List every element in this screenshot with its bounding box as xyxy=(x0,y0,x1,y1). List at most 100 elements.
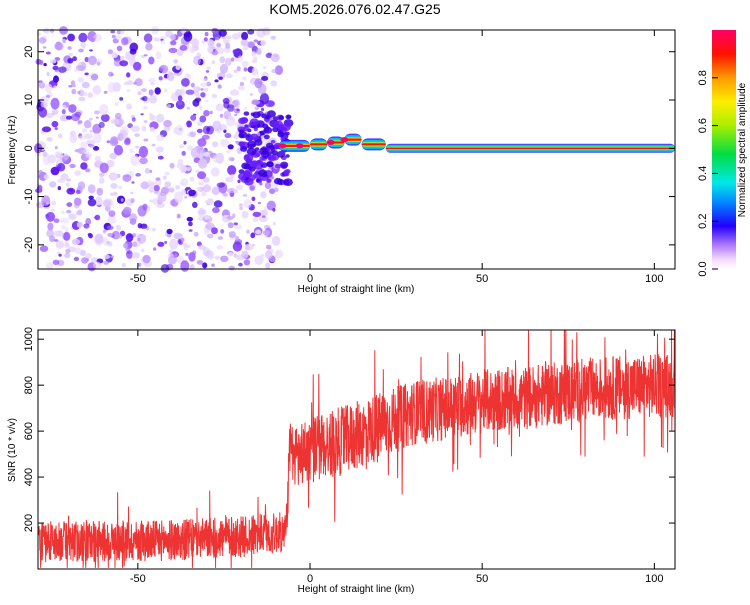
noise-blob xyxy=(122,174,132,182)
noise-blob xyxy=(218,76,223,80)
noise-blob xyxy=(232,49,238,54)
noise-blob xyxy=(193,86,201,92)
noise-blob xyxy=(57,259,65,267)
noise-blob xyxy=(82,91,88,96)
noise-blob xyxy=(135,173,141,177)
noise-blob xyxy=(45,202,49,205)
noise-blob xyxy=(42,151,48,158)
noise-blob xyxy=(92,85,102,95)
signal-peak xyxy=(326,140,335,145)
noise-blob xyxy=(49,181,57,188)
spectrogram-x-label: Height of straight line (km) xyxy=(298,284,415,295)
noise-blob xyxy=(220,138,229,148)
noise-blob xyxy=(38,37,47,44)
noise-blob xyxy=(164,181,172,188)
spectrogram-noise xyxy=(34,26,294,273)
noise-blob xyxy=(44,83,53,93)
noise-blob xyxy=(226,187,236,194)
noise-blob xyxy=(259,182,263,186)
noise-blob xyxy=(140,181,150,190)
noise-blob xyxy=(202,125,210,135)
noise-blob xyxy=(148,56,155,65)
noise-blob xyxy=(65,248,71,254)
noise-blob xyxy=(212,155,221,163)
noise-blob xyxy=(138,146,149,158)
noise-blob xyxy=(241,60,249,68)
noise-blob xyxy=(262,123,269,129)
noise-blob xyxy=(88,117,93,121)
noise-blob xyxy=(249,185,255,191)
noise-blob xyxy=(236,184,244,191)
colorbar-tick-label: 0.2 xyxy=(697,214,709,229)
noise-blob xyxy=(259,215,268,223)
noise-blob xyxy=(241,162,250,170)
noise-blob xyxy=(77,90,81,95)
noise-blob xyxy=(96,61,101,66)
noise-blob xyxy=(66,209,72,214)
noise-blob xyxy=(161,186,170,195)
noise-blob xyxy=(95,116,99,119)
noise-blob xyxy=(168,187,175,193)
noise-blob xyxy=(141,88,147,93)
signal-peak xyxy=(278,143,287,149)
noise-blob xyxy=(62,104,66,110)
noise-blob xyxy=(134,78,143,87)
noise-blob xyxy=(209,110,213,115)
noise-blob xyxy=(225,42,231,49)
noise-blob xyxy=(255,159,264,166)
noise-blob xyxy=(88,55,97,66)
noise-blob xyxy=(188,221,193,227)
noise-blob xyxy=(194,97,202,103)
noise-blob xyxy=(158,192,167,203)
noise-blob xyxy=(266,142,274,149)
noise-blob xyxy=(155,51,162,60)
noise-blob xyxy=(189,176,195,182)
noise-blob xyxy=(158,66,166,72)
noise-blob xyxy=(232,241,243,252)
noise-blob xyxy=(72,56,77,62)
noise-blob xyxy=(119,60,129,67)
noise-blob xyxy=(176,213,181,219)
noise-blob xyxy=(80,162,88,170)
noise-blob xyxy=(206,81,212,87)
noise-blob xyxy=(157,241,165,247)
noise-blob xyxy=(284,169,291,174)
noise-blob xyxy=(67,33,75,42)
noise-blob xyxy=(215,36,220,41)
noise-blob xyxy=(107,215,117,225)
noise-blob xyxy=(143,138,149,142)
noise-blob xyxy=(51,200,56,206)
noise-blob xyxy=(87,92,94,98)
noise-blob xyxy=(219,113,224,118)
spectrogram-frame xyxy=(37,29,676,270)
noise-blob xyxy=(133,82,137,85)
noise-blob xyxy=(241,250,249,259)
noise-blob xyxy=(251,51,257,57)
noise-blob xyxy=(205,99,209,103)
noise-blob xyxy=(257,201,261,205)
noise-blob xyxy=(153,37,160,42)
noise-blob xyxy=(93,146,100,151)
noise-blob xyxy=(86,139,96,146)
noise-blob xyxy=(166,228,173,235)
noise-blob xyxy=(39,245,49,252)
noise-blob xyxy=(203,110,210,117)
noise-blob xyxy=(94,214,101,221)
noise-blob xyxy=(264,181,272,189)
noise-blob xyxy=(53,75,59,83)
noise-blob xyxy=(89,49,93,52)
signal-band xyxy=(344,138,362,141)
noise-blob xyxy=(114,102,119,106)
noise-blob xyxy=(50,166,60,176)
noise-blob xyxy=(120,198,124,202)
noise-blob xyxy=(126,89,131,92)
noise-blob xyxy=(73,256,80,262)
noise-blob xyxy=(249,133,259,141)
x-tick-label: 100 xyxy=(645,573,663,585)
signal-band xyxy=(361,143,386,146)
noise-blob xyxy=(118,129,128,141)
noise-blob xyxy=(188,229,193,232)
noise-blob xyxy=(135,145,140,149)
noise-blob xyxy=(260,40,267,46)
noise-blob xyxy=(60,225,66,230)
